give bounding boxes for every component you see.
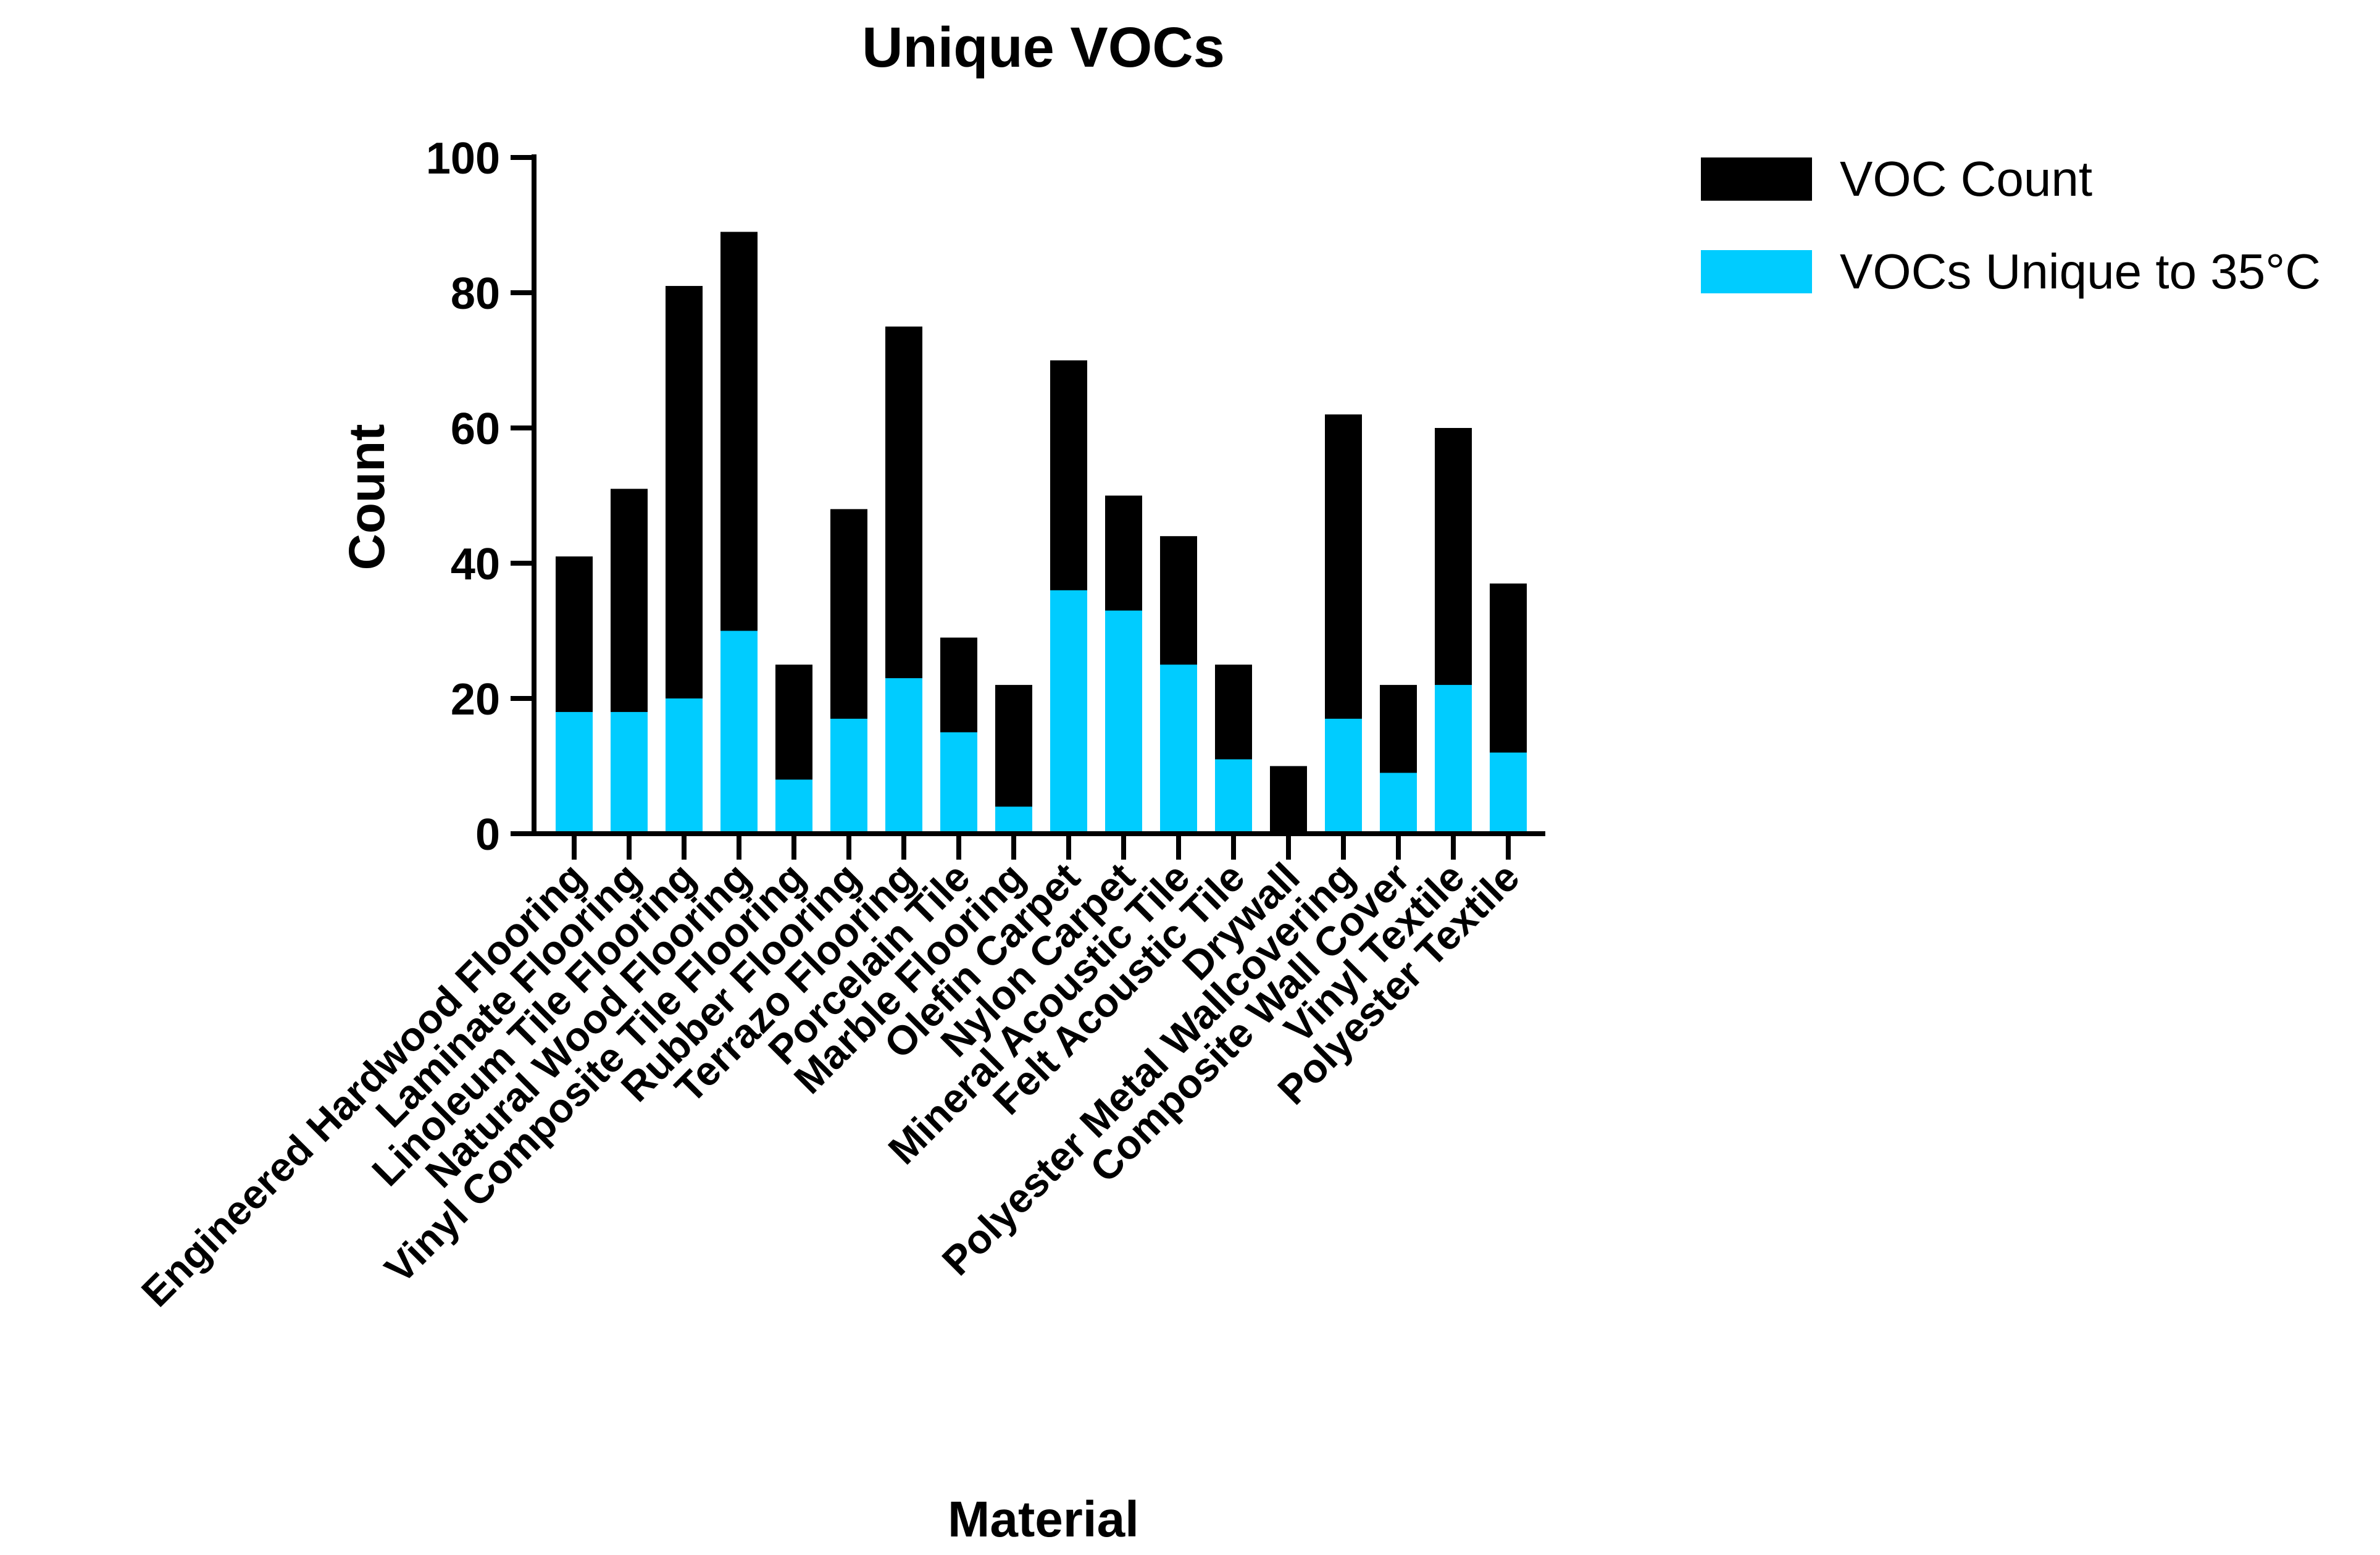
y-tick-label: 80 <box>451 269 500 319</box>
bar-vocs-unique-35c <box>1490 752 1527 834</box>
y-tick-label: 20 <box>451 675 500 724</box>
y-tick-label: 100 <box>426 134 500 183</box>
bar-voc-count <box>1270 766 1307 834</box>
bars-group <box>556 232 1527 834</box>
bar-vocs-unique-35c <box>556 711 593 834</box>
legend-label: VOCs Unique to 35°C <box>1840 244 2321 299</box>
bar-vocs-unique-35c <box>720 631 758 834</box>
bar-vocs-unique-35c <box>666 698 703 834</box>
legend-label: VOC Count <box>1840 151 2092 206</box>
bar-vocs-unique-35c <box>885 678 922 834</box>
x-axis-label: Material <box>948 1491 1139 1548</box>
bar-vocs-unique-35c <box>830 718 867 834</box>
y-axis-label: Count <box>339 424 395 571</box>
y-tick-label: 60 <box>451 404 500 454</box>
bar-vocs-unique-35c <box>1160 664 1197 834</box>
bar-vocs-unique-35c <box>1215 759 1252 834</box>
bar-vocs-unique-35c <box>1380 773 1417 834</box>
y-tick-label: 0 <box>475 810 500 860</box>
bar-vocs-unique-35c <box>940 732 977 834</box>
chart-title: Unique VOCs <box>862 16 1225 79</box>
y-tick-label: 40 <box>451 540 500 589</box>
legend-swatch <box>1701 250 1812 293</box>
bar-vocs-unique-35c <box>1325 718 1362 834</box>
bar-vocs-unique-35c <box>1435 685 1472 834</box>
bar-vocs-unique-35c <box>775 779 812 834</box>
bar-vocs-unique-35c <box>995 807 1032 834</box>
bar-vocs-unique-35c <box>1050 590 1087 834</box>
bar-vocs-unique-35c <box>611 711 648 834</box>
legend: VOC Count VOCs Unique to 35°C <box>1701 151 2321 299</box>
bar-vocs-unique-35c <box>1105 610 1142 834</box>
legend-swatch <box>1701 157 1812 201</box>
